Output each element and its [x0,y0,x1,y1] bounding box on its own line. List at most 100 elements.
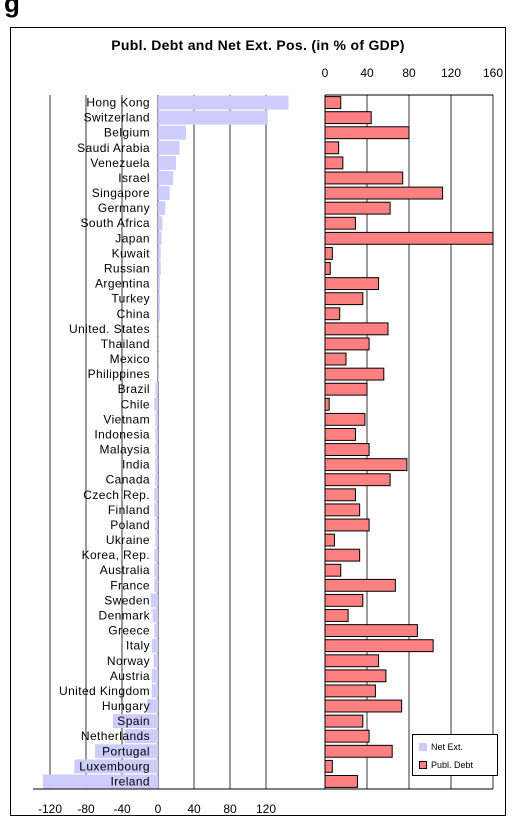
category-label: Spain [117,714,150,728]
right-axis-tick-label: 80 [402,66,416,80]
category-label: Vietnam [103,412,150,426]
category-label: Norway [107,654,150,668]
net-ext-bar [158,321,159,336]
publ-debt-bar [324,503,361,517]
net-ext-bar [158,95,289,110]
publ-debt-bar [324,548,361,562]
category-label: India [122,458,150,472]
net-ext-bar [158,155,176,170]
category-label: Venezuela [90,156,150,170]
category-label: Japan [115,231,150,245]
net-ext-bar [154,623,158,638]
net-ext-bar [151,683,158,698]
net-ext-bar [158,276,160,291]
publ-debt-bar [324,533,335,547]
net-ext-bar [154,397,158,412]
publ-debt-bar [324,714,364,728]
chart-legend: Net Ext. Publ. Debt [412,734,498,776]
category-label: United. States [69,322,150,336]
publ-debt-bar [324,744,393,758]
publ-debt-bar [324,443,370,456]
publ-debt-bar [324,141,340,155]
net-ext-bar [153,653,158,668]
publ-debt-bar [324,171,404,185]
category-label: Sweden [104,593,150,607]
category-label: Brazil [118,382,150,396]
net-ext-bar [155,518,158,532]
chart-frame [10,27,506,816]
net-ext-bar [155,457,158,472]
publ-debt-bar [324,367,385,381]
net-ext-bar [158,231,162,246]
publ-debt-bar [324,488,356,502]
right-axis-tick-label: 160 [483,66,503,80]
category-label: Chile [121,397,150,411]
left-axis-tick-label: -120 [38,802,62,816]
publ-debt-bar [324,473,391,487]
net-ext-bar [158,306,160,321]
publ-debt-bar [324,382,368,396]
publ-debt-bar [324,352,347,366]
publ-debt-bar [324,593,364,607]
publ-debt-bar [324,563,342,577]
net-ext-bar [158,291,160,306]
net-ext-bar [42,774,158,789]
net-ext-bar [152,608,158,623]
legend-item-publ-debt: Publ. Debt [419,759,473,771]
category-label: Ukraine [106,533,150,547]
net-ext-bar [158,140,180,155]
category-label: Korea, Rep. [82,548,150,562]
category-label: Indonesia [94,427,150,441]
publ-debt-bar [324,201,391,215]
net-ext-bar [158,186,170,201]
publ-debt-bar [324,292,364,306]
left-axis-tick-label: 0 [155,802,162,816]
publ-debt-bar [324,518,370,532]
legend-label-publ-debt: Publ. Debt [431,760,474,770]
category-label: Australia [100,563,150,577]
publ-debt-bar [324,337,370,351]
publ-debt-bar [324,624,418,638]
publ-debt-bar [324,578,396,592]
right-axis-tick-label: 120 [441,66,461,80]
net-ext-bar [154,578,158,593]
category-label: Portugal [102,744,150,758]
legend-item-net-ext: Net Ext. [419,741,463,753]
net-ext-bar [154,548,158,563]
category-label: Hong Kong [86,96,150,110]
category-label: Greece [108,624,150,638]
category-label: Netherlands [81,729,150,743]
category-label: South Africa [80,216,150,230]
publ-debt-bar [324,322,389,336]
publ-debt-bar [324,262,331,275]
publ-debt-bar [324,231,494,245]
net-ext-bar [147,699,158,713]
publ-debt-bar [324,397,330,411]
publ-debt-bar [324,759,333,773]
legend-swatch-net-ext [419,743,427,751]
left-axis-tick-label: 80 [223,802,237,816]
net-ext-bar [155,412,158,427]
net-ext-bar [158,261,161,276]
category-label: Russian [104,262,150,276]
category-label: Mexico [110,352,150,366]
category-label: United Kingdom [59,684,150,698]
left-axis-tick-label: 40 [187,802,201,816]
category-label: Thailand [101,337,150,351]
publ-debt-bar [324,156,344,170]
publ-debt-bar [324,639,434,653]
category-label: Malaysia [99,443,150,457]
category-label: China [117,307,150,321]
publ-debt-bar [324,684,376,698]
header-text: g [4,0,20,18]
publ-debt-bar [324,699,403,713]
category-label: Singapore [92,186,150,200]
publ-debt-bar [324,428,356,441]
net-ext-bar [158,246,161,261]
net-ext-bar [158,367,159,382]
net-ext-bar [74,759,158,774]
category-label: Italy [126,639,150,653]
net-ext-bar [158,201,166,216]
publ-debt-bar [324,126,410,140]
right-axis-tick-label: 40 [360,66,374,80]
